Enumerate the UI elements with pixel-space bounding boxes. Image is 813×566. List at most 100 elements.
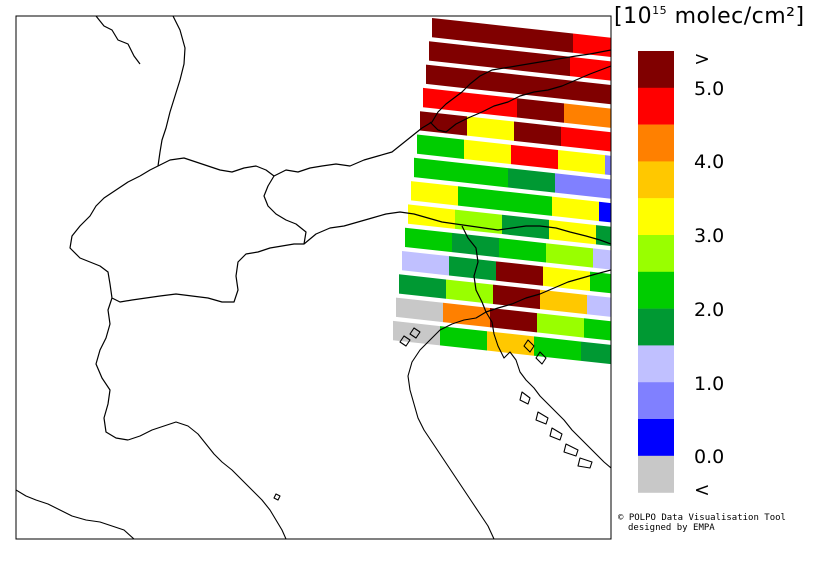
- coast-ligurian: [127, 421, 287, 539]
- swath-pixel: [543, 266, 590, 291]
- country-borders: [69, 16, 611, 441]
- border-france-germany: [139, 16, 186, 177]
- swath-pixel: [537, 313, 584, 338]
- swath-pixel: [496, 261, 543, 286]
- border-italy-slovenia: [461, 225, 487, 313]
- coast-croatia: [485, 311, 611, 469]
- legend-colorbar: [638, 51, 674, 493]
- swath-pixel: [558, 150, 605, 175]
- swath-pixel: [443, 302, 490, 328]
- swath-pixel: [399, 274, 446, 299]
- swath-pixel: [493, 284, 540, 310]
- swath-pixel: [520, 74, 567, 100]
- swath-pixel: [479, 23, 526, 48]
- legend-bin: [638, 271, 674, 309]
- legend-label-0: 0.0: [694, 446, 725, 468]
- swath-pixel: [526, 28, 573, 53]
- swath-pixel: [417, 134, 464, 159]
- swath-pixel: [420, 111, 467, 136]
- swath-pixel: [432, 18, 479, 43]
- credit-line-1: © POLPO Data Visualisation Tool: [618, 513, 786, 523]
- coast-france: [16, 489, 135, 539]
- swath-pixel: [461, 162, 508, 188]
- legend-bin: [638, 124, 674, 162]
- legend-bin: [638, 455, 674, 493]
- swath-pixel: [540, 289, 587, 315]
- legend-bin: [638, 161, 674, 199]
- coastlines: [16, 311, 611, 539]
- legend-bin: [638, 382, 674, 420]
- swath-pixel: [502, 214, 549, 240]
- swath-pixel: [511, 144, 558, 170]
- map-frame: [15, 15, 612, 540]
- legend-label-over: >: [694, 48, 710, 70]
- swath-pixel: [464, 139, 511, 165]
- swath-pixel: [452, 232, 499, 258]
- swath-pixel: [570, 56, 611, 81]
- legend-bin: [638, 87, 674, 125]
- swath-pixel: [446, 279, 493, 304]
- swath-pixel: [567, 80, 611, 105]
- swath-pixel: [608, 131, 611, 152]
- swath-pixel: [596, 225, 611, 247]
- legend-label-5: 5.0: [694, 78, 725, 100]
- swath-pixel: [505, 191, 552, 216]
- swath-pixel: [455, 209, 502, 235]
- swath-pixel: [490, 307, 537, 333]
- swath-pixel: [517, 98, 564, 123]
- swath-pixel: [552, 196, 599, 222]
- swath-pixel: [523, 51, 570, 77]
- legend-bin: [638, 308, 674, 346]
- swath-pixel: [426, 64, 473, 90]
- swath-pixel: [402, 251, 449, 276]
- swath-pixel: [405, 227, 452, 253]
- swath-pixel: [584, 318, 611, 341]
- swath-pixel: [564, 103, 611, 128]
- coast-lagoon: [399, 327, 421, 347]
- legend-unit-suffix: molec/cm²]: [667, 4, 805, 29]
- legend-unit-prefix: [10: [614, 4, 653, 29]
- swath-pixel: [411, 181, 458, 206]
- border-france-italy: [95, 297, 129, 441]
- legend-label-1: 1.0: [694, 373, 725, 395]
- swath-pixel: [590, 271, 611, 294]
- swath-pixel: [470, 93, 517, 118]
- swath-pixel: [429, 41, 476, 66]
- credit-line-2: designed by EMPA: [628, 523, 715, 533]
- legend-bin: [638, 345, 674, 383]
- swath-pixel: [393, 320, 440, 346]
- legend-unit-exponent: 15: [652, 4, 668, 17]
- swath-pixel: [449, 256, 496, 281]
- swath-pixel: [408, 204, 455, 229]
- legend-bin: [638, 419, 674, 456]
- legend-unit-title: [1015 molec/cm²]: [614, 4, 805, 29]
- swath-pixel: [499, 238, 546, 263]
- border-switzerland: [69, 157, 307, 303]
- border-slovenia-croatia: [485, 269, 611, 313]
- legend-label-3: 3.0: [694, 225, 725, 247]
- swath-pixel: [414, 157, 461, 183]
- legend-label-4: 4.0: [694, 151, 725, 173]
- coast-adriatic-italy: [407, 311, 495, 539]
- legend-label-under: <: [694, 479, 710, 501]
- swath-pixel: [473, 69, 520, 95]
- legend-bin: [638, 51, 674, 88]
- legend-label-2: 2.0: [694, 299, 725, 321]
- swath-pixel: [561, 126, 608, 152]
- swath-pixel: [514, 121, 561, 147]
- border-austria-germany: [273, 49, 611, 177]
- swath-pixel: [546, 243, 593, 268]
- swath-pixel: [573, 33, 611, 57]
- border-austria-italy: [303, 211, 611, 245]
- legend-bin: [638, 235, 674, 272]
- swath-pixel: [476, 46, 523, 71]
- no2-swath-pixels: [393, 18, 611, 365]
- swath-pixel: [587, 294, 611, 317]
- swath-pixel: [602, 178, 611, 199]
- swath-pixel: [467, 116, 514, 141]
- swath-pixel: [458, 186, 505, 211]
- swath-pixel: [508, 168, 555, 193]
- swath-pixel: [487, 331, 534, 356]
- coast-island-small: [273, 493, 281, 501]
